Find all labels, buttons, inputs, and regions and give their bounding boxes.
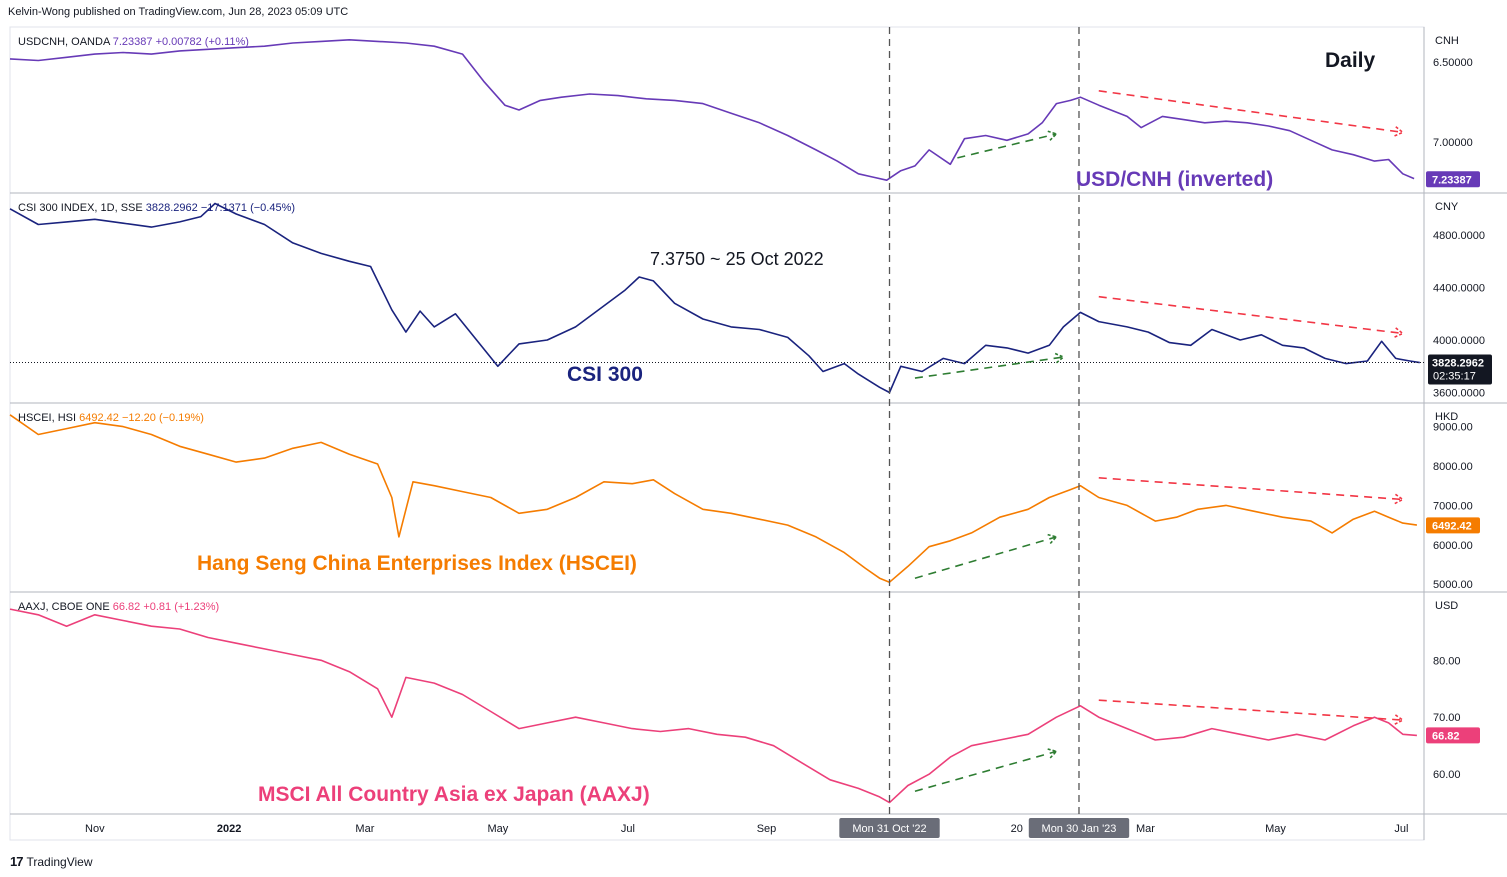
aaxj-annotation: MSCI All Country Asia ex Japan (AAXJ) (258, 783, 650, 806)
hscei-tick-label: 7000.00 (1433, 500, 1473, 512)
x-tick-label: Sep (757, 823, 777, 835)
event-date-label: Mon 31 Oct '22 (852, 823, 926, 835)
hscei-tick-label: 6000.00 (1433, 540, 1473, 552)
csi-last-value: 3828.2962 (1432, 358, 1484, 370)
csi-last-value-badge (1428, 354, 1492, 385)
usdcnh-support-arrowhead (1047, 130, 1058, 141)
csi-annotation: CSI 300 (567, 363, 643, 386)
hscei-series-line[interactable] (9, 414, 1418, 583)
aaxj-tick-label: 60.00 (1433, 769, 1461, 781)
csi-tick-label: 4000.0000 (1433, 335, 1485, 347)
aaxj-resistance-arrowhead (1394, 714, 1405, 725)
timeframe-label: Daily (1325, 49, 1376, 72)
footer-brand: TradingView (26, 854, 93, 869)
aaxj-last-value: 66.82 (1432, 730, 1460, 742)
aaxj-legend: AAXJ, CBOE ONE 66.82 +0.81 (+1.23%) (18, 601, 219, 613)
x-tick-label: Jul (621, 823, 635, 835)
aaxj-tick-label: 80.00 (1433, 655, 1461, 667)
aaxj-support-trendline[interactable] (914, 750, 1057, 793)
x-tick-label: Jul (1394, 823, 1408, 835)
x-tick-label: May (1265, 823, 1286, 835)
hscei-support-trendline[interactable] (914, 536, 1057, 579)
hscei-tick-label: 8000.00 (1433, 461, 1473, 473)
hscei-last-value: 6492.42 (1432, 520, 1472, 532)
hscei-legend: HSCEI, HSI 6492.42 −12.20 (−0.19%) (18, 412, 204, 424)
aaxj-resistance-trendline[interactable] (1098, 699, 1403, 721)
x-tick-label: Nov (85, 823, 105, 835)
csi-unit-label: CNY (1435, 201, 1459, 213)
x-tick-label: Mar (355, 823, 374, 835)
csi-note: 7.3750 ~ 25 Oct 2022 (650, 249, 824, 269)
usdcnh-legend: USDCNH, OANDA 7.23387 +0.00782 (+0.11%) (18, 36, 249, 48)
aaxj-tick-label: 70.00 (1433, 712, 1461, 724)
usdcnh-tick-label: 7.00000 (1433, 137, 1473, 149)
usdcnh-series-line[interactable] (9, 39, 1415, 181)
csi-resistance-trendline[interactable] (1098, 295, 1403, 335)
x-tick-label: Mar (1136, 823, 1155, 835)
usdcnh-annotation: USD/CNH (inverted) (1076, 168, 1273, 191)
usdcnh-last-value-badge (1426, 171, 1480, 188)
hscei-tick-label: 5000.00 (1433, 579, 1473, 591)
aaxj-series-line[interactable] (9, 608, 1417, 804)
hscei-unit-label: HKD (1435, 411, 1458, 423)
publisher-line: Kelvin-Wong published on TradingView.com… (8, 6, 349, 18)
usdcnh-unit-label: CNH (1435, 35, 1459, 47)
csi-support-trendline[interactable] (914, 356, 1064, 379)
hscei-resistance-trendline[interactable] (1098, 477, 1403, 501)
usdcnh-resistance-trendline[interactable] (1098, 90, 1403, 134)
usdcnh-resistance-arrowhead (1394, 126, 1405, 137)
plot-frame (9, 26, 1425, 841)
event-date-label: Mon 30 Jan '23 (1042, 823, 1117, 835)
csi-legend: CSI 300 INDEX, 1D, SSE 3828.2962 −17.137… (18, 202, 295, 214)
hscei-tick-label: 9000.00 (1433, 422, 1473, 434)
footer: 17 TradingView (10, 854, 93, 869)
tradingview-logo-icon[interactable]: 17 (10, 854, 24, 869)
x-tick-label: May (487, 823, 508, 835)
aaxj-unit-label: USD (1435, 600, 1458, 612)
csi-countdown: 02:35:17 (1433, 371, 1476, 383)
usdcnh-tick-label: 6.50000 (1433, 57, 1473, 69)
csi-series-line[interactable] (9, 202, 1420, 394)
event-date-badge (839, 818, 940, 838)
csi-tick-label: 4800.0000 (1433, 230, 1485, 242)
usdcnh-support-trendline[interactable] (957, 133, 1057, 159)
event-date-badge (1028, 818, 1130, 838)
csi-tick-label: 3600.0000 (1433, 388, 1485, 400)
usdcnh-last-value: 7.23387 (1432, 174, 1472, 186)
csi-tick-label: 4400.0000 (1433, 283, 1485, 295)
x-tick-label: 2022 (217, 823, 241, 835)
aaxj-support-arrowhead (1047, 748, 1058, 759)
x-tick-label: 20 (1011, 823, 1023, 835)
csi-support-arrowhead (1054, 352, 1065, 364)
hscei-last-value-badge (1426, 517, 1480, 534)
aaxj-last-value-badge (1426, 727, 1480, 744)
csi-resistance-arrowhead (1394, 327, 1405, 338)
hscei-support-arrowhead (1047, 533, 1058, 545)
hscei-annotation: Hang Seng China Enterprises Index (HSCEI… (197, 552, 637, 575)
